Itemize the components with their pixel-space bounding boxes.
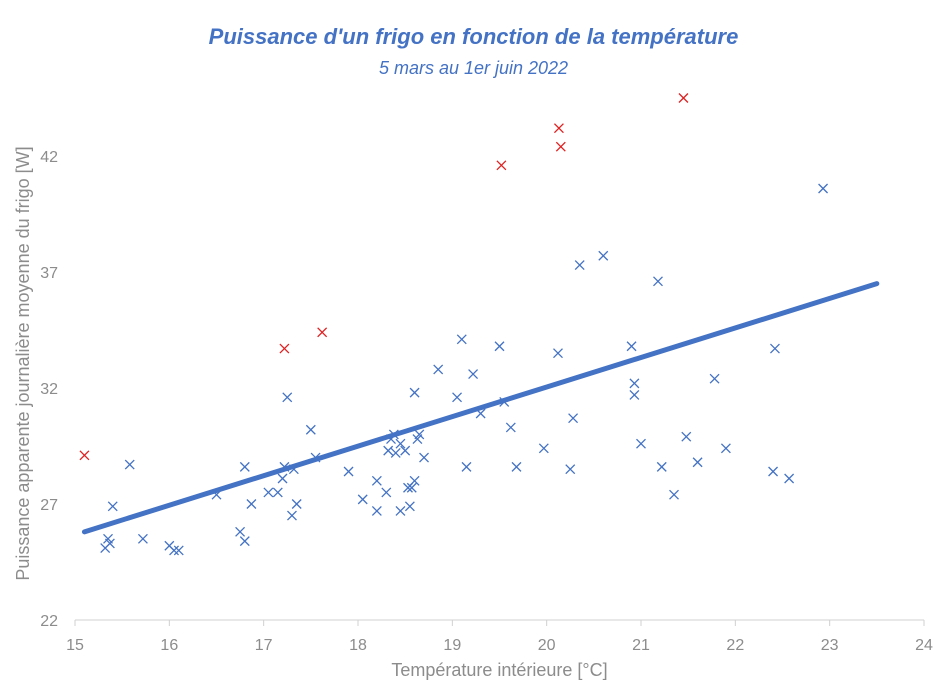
y-tick-label: 37: [40, 265, 58, 282]
data-point: [629, 390, 640, 400]
outlier-point: [678, 93, 689, 103]
chart-title: Puissance d'un frigo en fonction de la t…: [208, 24, 739, 49]
data-point: [692, 457, 703, 468]
data-point: [494, 341, 505, 352]
data-point: [246, 499, 257, 509]
data-point: [291, 499, 302, 509]
data-point: [235, 526, 246, 537]
data-point: [553, 348, 563, 359]
data-point: [456, 334, 467, 345]
chart-subtitle: 5 mars au 1er juin 2022: [378, 58, 569, 78]
x-tick-label: 23: [821, 637, 839, 654]
data-point: [282, 392, 293, 403]
data-point: [272, 487, 283, 498]
data-point: [395, 506, 406, 516]
x-tick-label: 20: [538, 637, 556, 654]
x-axis-ticks: 15 16 17 18 19 20 21 22 23 24: [66, 620, 933, 654]
data-point: [371, 506, 382, 516]
data-point: [629, 378, 640, 389]
data-point: [107, 501, 118, 512]
data-point: [636, 438, 646, 449]
y-tick-label: 42: [40, 149, 58, 166]
data-point: [406, 482, 417, 493]
data-point: [137, 533, 148, 544]
data-point: [239, 536, 250, 547]
data-point: [409, 475, 420, 486]
data-point: [409, 387, 420, 398]
data-point: [124, 459, 135, 470]
data-point: [287, 510, 297, 521]
outlier-point: [79, 450, 90, 461]
data-point: [656, 461, 667, 472]
x-tick-label: 22: [726, 637, 744, 654]
data-point: [538, 443, 549, 454]
data-point: [598, 250, 609, 261]
data-point: [390, 448, 401, 458]
trendline: [81, 281, 880, 535]
data-point: [239, 461, 250, 472]
data-point: [452, 392, 463, 403]
y-tick-label: 22: [40, 613, 58, 630]
data-point: [769, 343, 780, 354]
data-point: [768, 466, 779, 477]
data-point: [173, 545, 184, 556]
x-axis-label: Température intérieure [°C]: [391, 660, 607, 680]
outlier-point: [279, 343, 290, 354]
data-point: [371, 475, 382, 486]
data-point: [720, 443, 731, 454]
y-tick-label: 27: [40, 497, 58, 514]
data-point: [404, 501, 415, 512]
data-point: [263, 487, 274, 498]
outlier-point: [496, 160, 507, 171]
data-point: [169, 545, 180, 556]
data-point: [395, 438, 406, 449]
data-point: [468, 369, 479, 380]
data-point: [414, 429, 425, 440]
x-tick-label: 15: [66, 637, 84, 654]
data-point: [305, 424, 316, 435]
outlier-point: [553, 123, 564, 134]
x-tick-label: 24: [915, 637, 933, 654]
outlier-point: [317, 327, 328, 338]
y-axis-ticks: 22 27 32 37 42: [40, 149, 58, 630]
data-point: [784, 473, 795, 484]
data-point: [681, 431, 692, 442]
data-point: [104, 538, 115, 549]
data-point: [709, 373, 720, 384]
data-point: [574, 260, 585, 270]
data-point: [400, 445, 411, 456]
x-tick-label: 18: [349, 637, 367, 654]
data-point: [381, 487, 392, 498]
outlier-point: [555, 141, 566, 152]
data-point: [357, 494, 368, 505]
x-tick-label: 17: [255, 637, 273, 654]
data-point: [383, 445, 394, 456]
data-point: [343, 466, 354, 477]
data-point: [669, 489, 679, 500]
data-point: [511, 461, 522, 472]
data-point: [505, 422, 516, 433]
data-point: [653, 276, 663, 287]
data-point: [568, 413, 579, 424]
x-tick-label: 19: [443, 637, 461, 654]
x-tick-label: 21: [632, 637, 650, 654]
y-axis-label: Puissance apparente journalière moyenne …: [13, 146, 33, 580]
data-point: [818, 183, 829, 194]
data-point: [419, 452, 429, 463]
y-tick-label: 32: [40, 381, 58, 398]
data-point: [277, 473, 288, 484]
data-point: [433, 364, 444, 375]
data-points: [79, 93, 829, 556]
data-point: [626, 341, 637, 352]
data-point: [461, 461, 472, 472]
x-tick-label: 16: [160, 637, 178, 654]
data-point: [565, 464, 576, 475]
